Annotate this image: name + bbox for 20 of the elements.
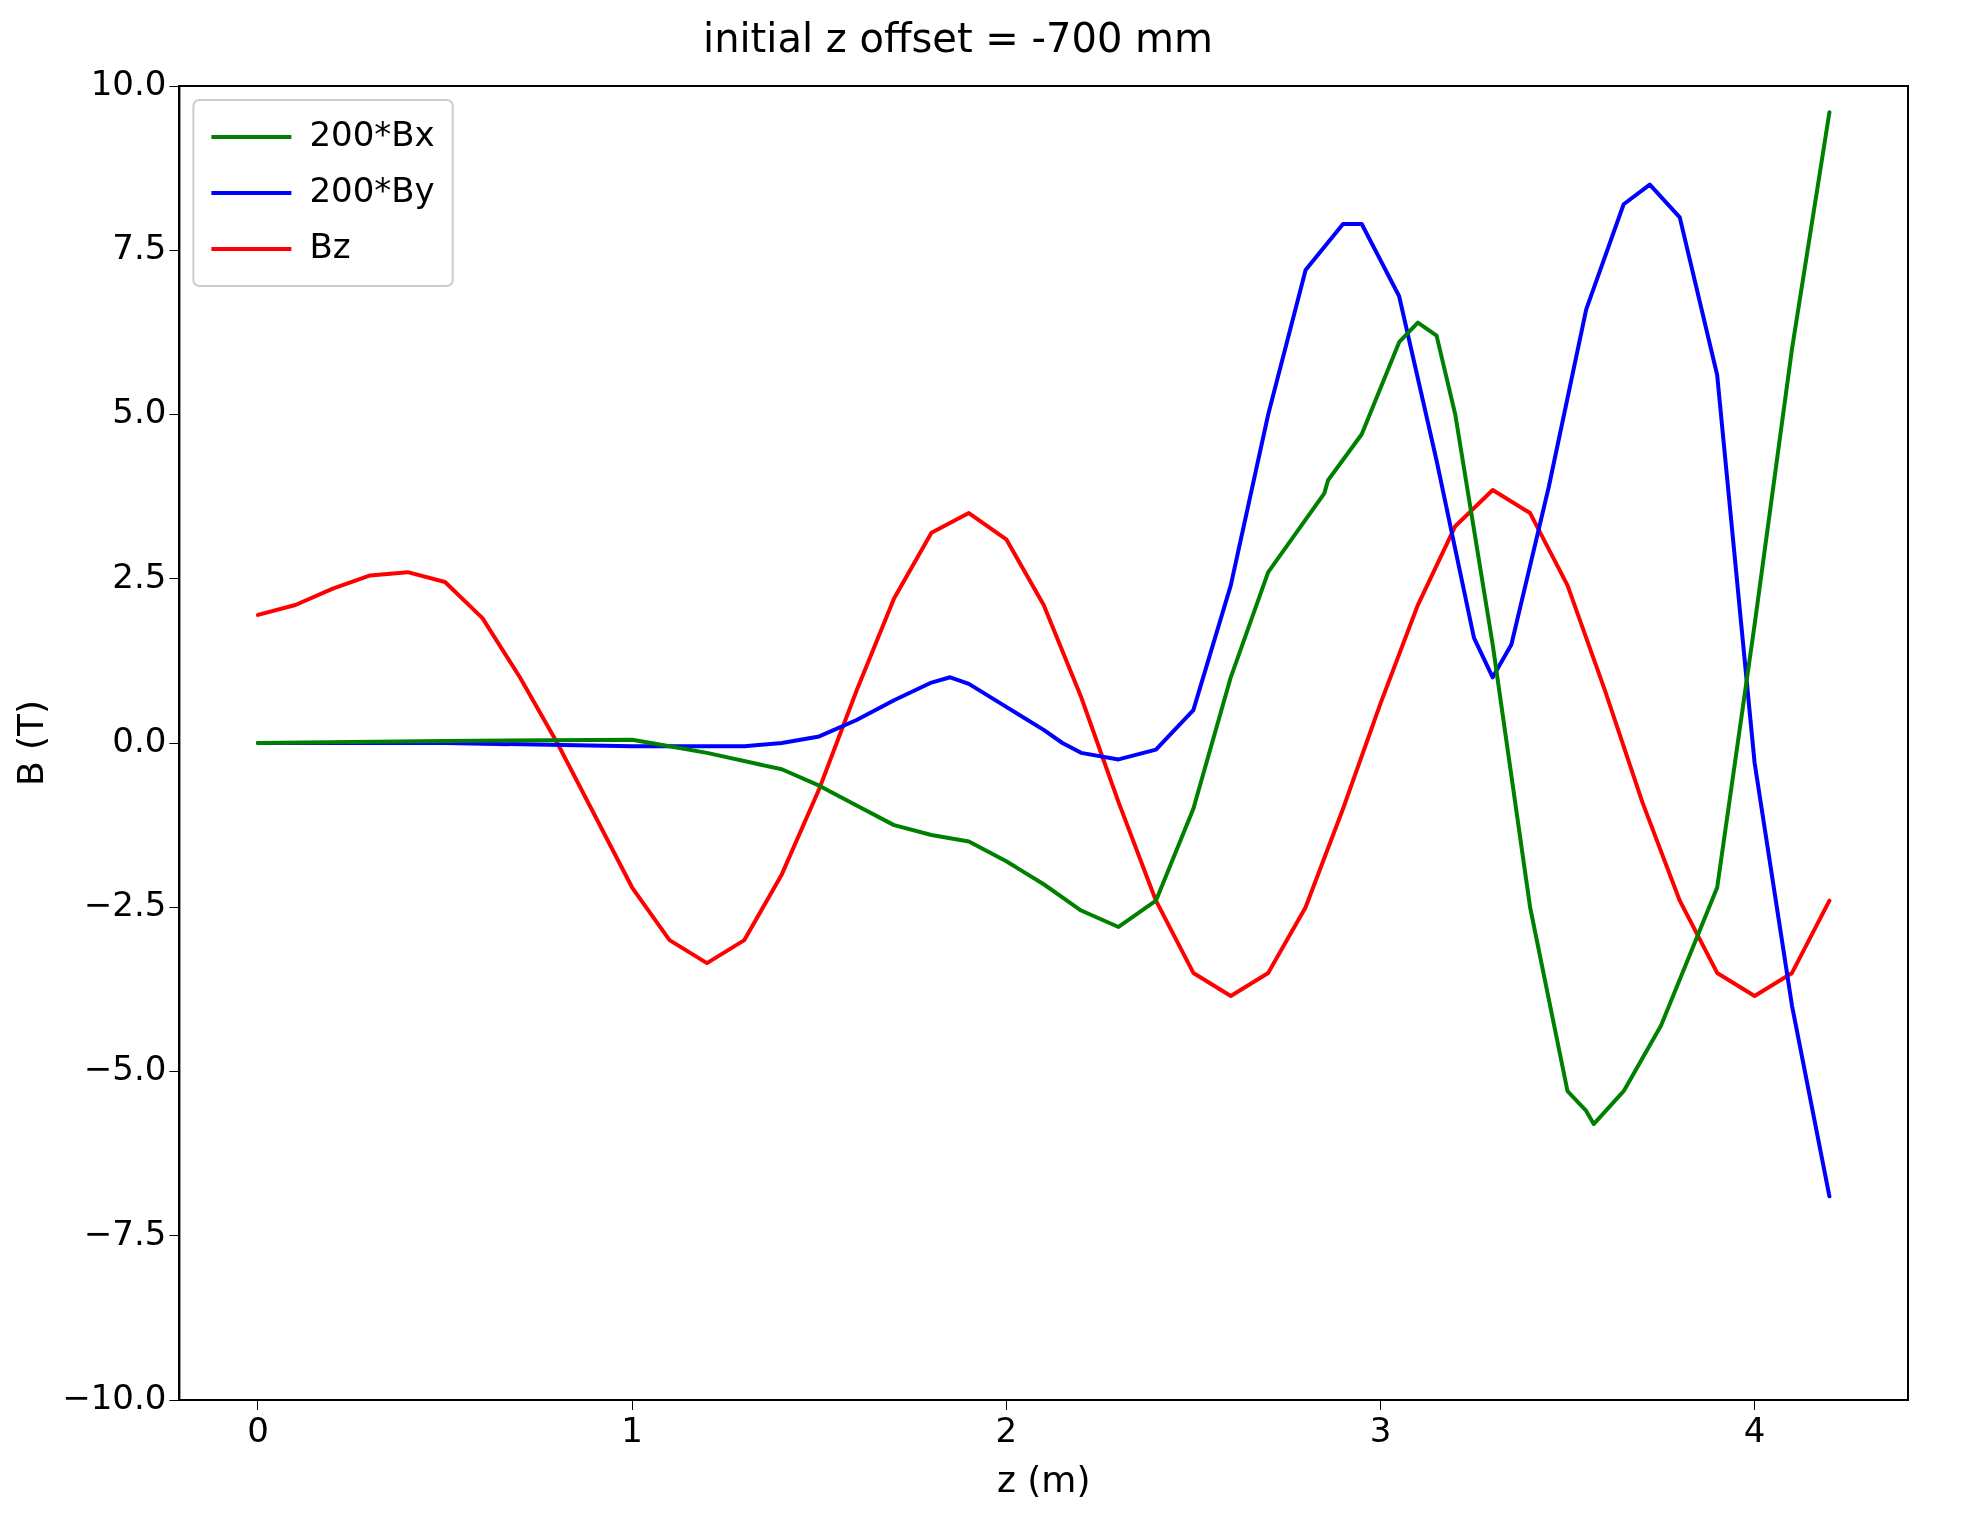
x-tick-label: 3 [1369, 1410, 1392, 1451]
y-tick-label: 5.0 [112, 391, 167, 432]
x-tick-label: 2 [995, 1410, 1018, 1451]
y-tick-label: −5.0 [83, 1048, 167, 1089]
y-axis-title: B (T) [9, 699, 51, 787]
x-tick-label: 4 [1743, 1410, 1766, 1451]
y-tick-label: −2.5 [83, 884, 167, 925]
chart-title: initial z offset = -700 mm [703, 15, 1213, 62]
legend-label: 200*Bx [309, 113, 435, 154]
y-tick-label: 10.0 [90, 62, 167, 103]
x-axis-title: z (m) [996, 1458, 1091, 1500]
x-tick-label: 0 [247, 1410, 269, 1451]
x-tick-label: 1 [621, 1410, 643, 1451]
legend-label: 200*By [309, 169, 435, 210]
y-tick-label: −10.0 [62, 1376, 167, 1417]
y-tick-label: 7.5 [112, 227, 167, 268]
y-tick-label: −7.5 [83, 1212, 167, 1253]
y-tick-label: 2.5 [112, 555, 167, 596]
y-tick-label: 0.0 [112, 719, 167, 760]
legend-label: Bz [309, 225, 351, 266]
